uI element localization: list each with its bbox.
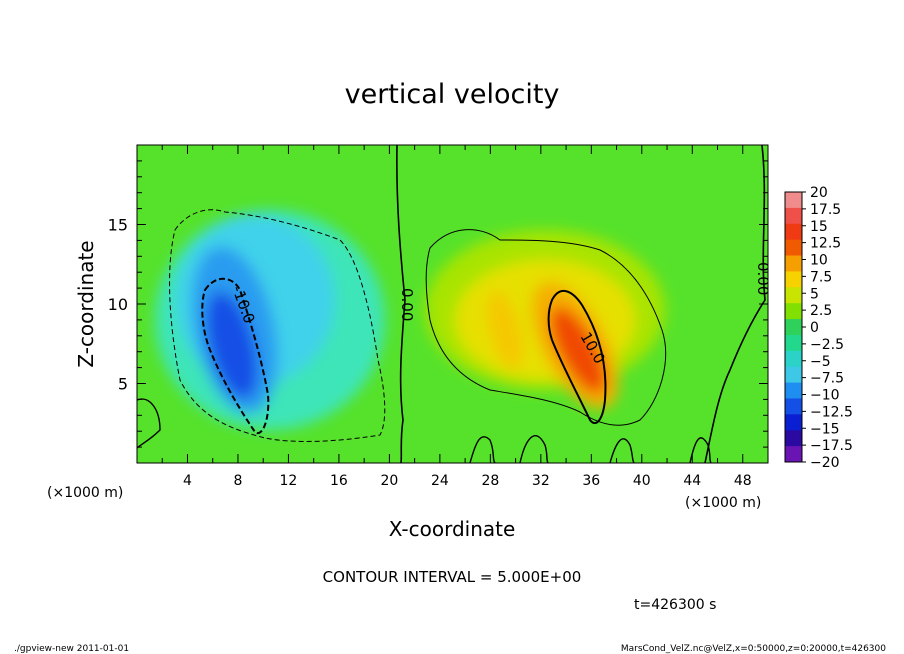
contour-label-zero-center: 0.00	[398, 288, 416, 321]
contours	[137, 145, 766, 463]
y-tick-label: 15	[108, 216, 128, 235]
y-tick-label: 10	[108, 295, 128, 314]
colorbar-label: 10	[810, 253, 828, 269]
x-tick-label: 36	[582, 473, 600, 489]
contour-zero-right	[704, 145, 766, 463]
contour-label-zero-right: 0.00	[754, 262, 772, 295]
x-tick-label: 24	[431, 473, 449, 489]
contour-plus5	[425, 229, 667, 426]
colorbar-swatch	[785, 287, 802, 304]
colorbar-label: 17.5	[810, 202, 841, 218]
plot-area: -10.0 0.00 10.0 0.00	[137, 145, 772, 463]
contour-minus5	[169, 209, 386, 442]
colorbar-swatch	[785, 255, 802, 272]
colorbar-label: −7.5	[810, 371, 844, 387]
x-tick-label: 12	[280, 473, 298, 489]
x-tick-label: 32	[532, 473, 550, 489]
colorbar-swatch	[785, 398, 802, 415]
y-tick-label: 5	[118, 375, 128, 394]
colorbar-swatch	[785, 366, 802, 384]
contour-interval: CONTOUR INTERVAL = 5.000E+00	[323, 568, 582, 586]
colorbar-swatch	[785, 271, 802, 288]
colorbar-swatch	[785, 192, 802, 209]
colorbar-swatch	[785, 430, 802, 447]
chart-title: vertical velocity	[345, 79, 560, 110]
contour-bottom	[137, 398, 712, 463]
x-unit-left: (×1000 m)	[47, 485, 123, 501]
colorbar-swatch	[785, 207, 802, 225]
colorbar-label: −12.5	[810, 404, 853, 420]
x-tick-label: 44	[683, 473, 701, 489]
colorbar-label: −10	[810, 388, 840, 404]
updraft-field	[425, 230, 665, 409]
footer-right: MarsCond_VelZ.nc@VelZ,x=0:50000,z=0:2000…	[621, 644, 886, 654]
x-tick-label: 16	[330, 473, 348, 489]
colorbar-label: −5	[810, 354, 831, 370]
downdraft-field	[155, 210, 385, 430]
colorbar-label: −17.5	[810, 438, 853, 454]
colorbar-label: 7.5	[810, 269, 832, 285]
footer-left: ./gpview-new 2011-01-01	[14, 644, 129, 654]
colorbar: 2017.51512.5107.552.50−2.5−5−7.5−10−12.5…	[784, 185, 853, 471]
x-tick-label: 40	[633, 473, 651, 489]
colorbar-swatch	[785, 350, 802, 368]
colorbar-swatch	[785, 319, 802, 336]
x-unit-right: (×1000 m)	[685, 495, 761, 511]
colorbar-label: −2.5	[810, 337, 844, 353]
y-axis-label: Z-coordinate	[74, 240, 98, 367]
colorbar-swatch	[785, 223, 802, 241]
contour-minus10	[201, 277, 270, 435]
colorbar-label: 0	[810, 320, 819, 336]
contour-plus10	[547, 290, 607, 425]
y-axis-ticks: 5 10 15	[108, 160, 768, 448]
colorbar-swatch	[785, 303, 802, 320]
x-axis-label: X-coordinate	[389, 517, 516, 541]
x-axis-ticks: 4 8 12 16 20 24 28 32 36 40 44 48	[161, 145, 769, 489]
x-tick-label: 4	[183, 473, 192, 489]
x-tick-label: 8	[233, 473, 242, 489]
colorbar-label: −15	[810, 421, 840, 437]
colorbar-label: 20	[810, 185, 828, 201]
contour-zero-center	[396, 145, 406, 463]
time-label: t=426300 s	[634, 597, 716, 613]
x-tick-label: 48	[734, 473, 752, 489]
colorbar-swatch	[785, 414, 802, 431]
x-tick-label: 28	[481, 473, 499, 489]
x-tick-label: 20	[380, 473, 398, 489]
colorbar-swatch	[785, 446, 802, 463]
colorbar-swatch	[785, 239, 802, 257]
colorbar-swatch	[785, 382, 802, 399]
colorbar-label: 15	[810, 219, 828, 235]
colorbar-label: 12.5	[810, 236, 841, 252]
colorbar-swatch	[785, 334, 802, 352]
colorbar-label: 5	[810, 286, 819, 302]
colorbar-label: −20	[810, 455, 840, 471]
colorbar-label: 2.5	[810, 303, 832, 319]
